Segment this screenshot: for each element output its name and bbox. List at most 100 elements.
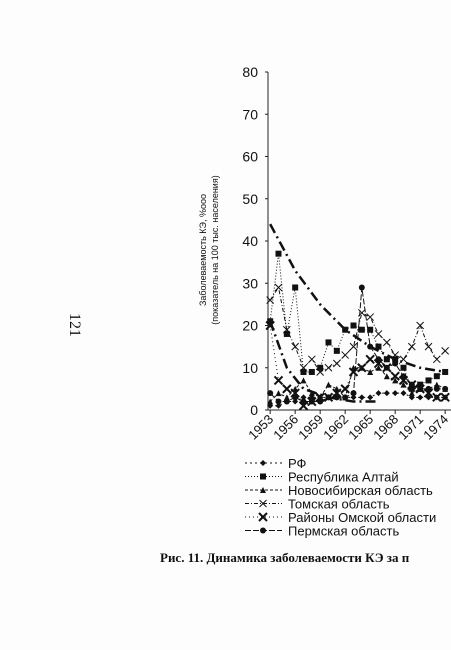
marker: [432, 355, 441, 364]
marker: [357, 363, 367, 373]
marker: [267, 318, 274, 325]
marker: [390, 371, 400, 381]
marker: [417, 381, 424, 388]
marker: [383, 364, 390, 371]
marker: [408, 390, 415, 397]
series-line: [269, 287, 446, 403]
marker: [416, 321, 425, 330]
marker: [425, 377, 432, 384]
marker: [283, 398, 290, 405]
marker: [423, 388, 434, 398]
marker: [350, 390, 357, 397]
y-axis-label: (показатель на 100 тыс. населения): [210, 175, 220, 324]
marker: [392, 360, 399, 367]
marker: [275, 398, 282, 405]
marker: [325, 394, 332, 401]
marker: [408, 385, 415, 392]
marker: [392, 356, 399, 363]
marker: [260, 473, 266, 480]
marker: [392, 377, 399, 384]
marker: [300, 368, 307, 375]
marker: [299, 363, 308, 372]
marker: [308, 398, 315, 405]
y-tick-label: 0: [250, 402, 258, 418]
marker: [267, 390, 274, 397]
y-tick-label: 80: [242, 64, 258, 80]
marker: [325, 381, 332, 388]
marker: [399, 355, 408, 364]
marker: [342, 394, 349, 401]
marker: [300, 394, 307, 401]
marker: [367, 326, 374, 333]
legend-label: Томская область: [288, 497, 390, 512]
marker: [365, 354, 375, 365]
y-tick-label: 40: [242, 233, 258, 249]
marker: [417, 385, 424, 392]
marker: [367, 343, 374, 350]
marker: [400, 373, 407, 380]
marker: [442, 385, 449, 392]
marker: [383, 356, 390, 363]
marker: [283, 330, 290, 337]
page-number: 121: [66, 313, 83, 337]
marker: [349, 342, 358, 351]
marker: [273, 375, 284, 386]
marker: [292, 284, 299, 291]
marker: [441, 346, 450, 355]
marker: [358, 326, 365, 333]
marker: [332, 359, 341, 368]
marker: [348, 367, 359, 377]
marker: [350, 322, 357, 329]
marker: [400, 390, 407, 397]
y-tick-label: 30: [242, 275, 258, 291]
marker: [317, 398, 324, 405]
marker: [373, 358, 384, 369]
marker: [308, 390, 315, 397]
marker: [407, 342, 416, 351]
marker: [258, 512, 268, 522]
caption: Рис. 11. Динамика заболеваемости КЭ за п: [160, 550, 410, 565]
legend-label: Республика Алтай: [288, 470, 399, 485]
marker: [440, 392, 450, 403]
marker: [292, 394, 299, 401]
legend-label: Районы Омской области: [288, 510, 436, 525]
marker: [358, 284, 365, 291]
y-tick-label: 60: [242, 149, 258, 165]
marker: [282, 384, 292, 394]
marker: [400, 381, 407, 388]
marker: [275, 390, 282, 397]
trend-line: [268, 320, 379, 403]
legend-label: РФ: [288, 456, 307, 471]
legend-label: Пермская область: [288, 524, 399, 539]
marker: [424, 342, 433, 351]
marker: [260, 527, 266, 534]
marker: [267, 398, 274, 405]
marker: [442, 368, 449, 375]
marker: [324, 363, 333, 372]
marker: [333, 394, 340, 401]
marker: [433, 381, 440, 388]
y-tick-label: 50: [242, 191, 258, 207]
marker: [282, 325, 291, 334]
marker: [316, 368, 325, 376]
y-tick-label: 70: [242, 106, 258, 122]
marker: [383, 390, 390, 397]
marker: [398, 375, 409, 386]
marker: [383, 373, 390, 380]
marker: [375, 364, 382, 371]
marker: [265, 320, 275, 331]
marker: [300, 377, 307, 384]
marker: [325, 339, 332, 346]
marker: [283, 394, 290, 401]
legend-label: Новосибирская область: [288, 483, 433, 498]
marker: [367, 394, 374, 401]
marker: [425, 385, 432, 392]
marker: [341, 351, 350, 359]
marker: [374, 330, 383, 338]
series-line: [269, 286, 446, 373]
marker: [375, 390, 382, 397]
y-tick-label: 10: [242, 360, 258, 376]
marker: [375, 356, 382, 363]
